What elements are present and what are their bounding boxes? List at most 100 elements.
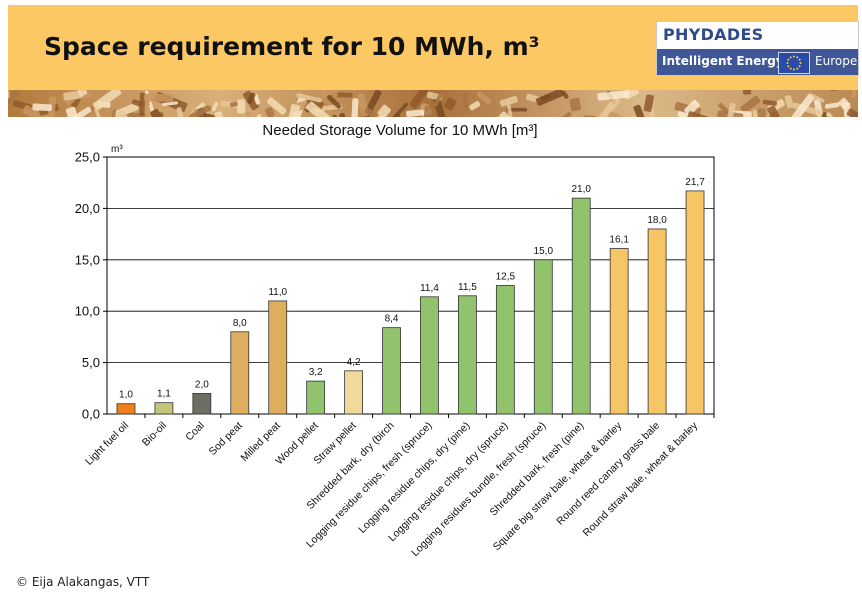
slide-title: Space requirement for 10 MWh, m³	[44, 32, 540, 61]
data-label: 16,1	[609, 234, 629, 245]
data-label: 21,0	[571, 184, 591, 195]
data-label: 18,0	[647, 215, 667, 226]
x-tick-label: Sod peat	[207, 420, 245, 458]
wood-chip	[288, 104, 301, 117]
chart-title: Needed Storage Volume for 10 MWh [m³]	[262, 122, 537, 139]
wood-chip	[150, 108, 164, 117]
data-label: 2,0	[195, 379, 209, 390]
wood-chip	[247, 92, 256, 105]
bar	[458, 295, 477, 415]
bar	[268, 300, 288, 415]
wood-chip	[469, 101, 481, 111]
wood-chip	[506, 107, 528, 112]
bar	[571, 197, 591, 415]
wood-chip	[597, 90, 630, 101]
wood-chip	[253, 93, 260, 105]
bar	[192, 393, 212, 415]
wood-chip	[351, 98, 359, 117]
data-label: 12,5	[496, 272, 516, 283]
bar	[533, 259, 553, 415]
wood-chip	[65, 106, 83, 117]
wood-chip	[144, 93, 174, 102]
wood-chip	[423, 106, 434, 117]
bar	[495, 285, 515, 415]
wood-chip	[320, 90, 338, 99]
wood-chip	[762, 99, 778, 106]
bar	[647, 228, 667, 415]
bar	[154, 402, 174, 415]
wood-chip	[687, 111, 717, 117]
wood-chip	[139, 92, 146, 116]
wood-chip	[266, 97, 287, 115]
wood-chip	[409, 90, 428, 109]
wood-chip	[790, 94, 815, 117]
data-label: 8,4	[385, 314, 399, 325]
wood-chip	[643, 94, 654, 112]
x-tick-label: Light fuel oil	[83, 420, 131, 468]
credit-text: © Eija Alakangas, VTT	[16, 575, 150, 589]
wood-chip	[740, 95, 761, 114]
wood-chip	[188, 105, 212, 117]
wood-chip	[32, 103, 53, 112]
wood-chip	[115, 110, 137, 117]
wood-chip	[677, 109, 693, 117]
phydades-logo: PHYDADES Intelligent Energy Europe	[656, 21, 859, 76]
wood-chip	[784, 95, 794, 109]
wood-chip	[767, 105, 784, 117]
wood-chip	[237, 99, 246, 114]
wood-chip	[562, 111, 572, 117]
y-tick-label: 10,0	[75, 304, 100, 319]
data-label: 8,0	[233, 318, 247, 329]
wood-chip	[62, 106, 92, 117]
data-label: 21,7	[685, 177, 705, 188]
wood-chip	[850, 90, 857, 99]
bar	[344, 370, 363, 415]
wood-chip	[8, 90, 20, 104]
x-tick-label: Coal	[183, 420, 207, 444]
wood-chip	[161, 101, 178, 106]
data-label: 11,0	[268, 287, 287, 298]
data-label: 1,0	[119, 390, 133, 401]
wood-chip	[607, 111, 635, 117]
data-label: 11,4	[420, 283, 439, 294]
x-tick-label: Bio-oil	[140, 420, 169, 449]
data-label: 4,2	[347, 357, 361, 368]
bar	[116, 403, 136, 415]
wood-chip	[296, 93, 322, 103]
wood-chip	[389, 102, 408, 117]
bar	[685, 190, 705, 415]
logo-name: PHYDADES	[663, 25, 764, 44]
wood-chip	[742, 90, 752, 95]
wood-chip	[92, 102, 104, 117]
wood-chip	[463, 91, 469, 112]
wood-chip	[77, 90, 88, 97]
data-label: 1,1	[157, 389, 171, 400]
x-tick-label: Logging residues bundle, fresh (spruce)	[409, 420, 548, 559]
wood-chip	[684, 99, 700, 116]
wood-chip	[63, 90, 83, 101]
bar	[230, 331, 250, 415]
wood-chip	[339, 112, 347, 117]
wood-chip	[633, 104, 647, 117]
y-axis-unit-label: m³	[111, 144, 123, 155]
wood-chip	[364, 107, 379, 117]
logo-top-panel: PHYDADES	[657, 22, 858, 48]
wood-chip	[444, 97, 457, 111]
wood-chip	[596, 96, 621, 117]
wood-chips-image	[8, 90, 858, 117]
wood-chip	[433, 90, 445, 107]
wood-chip	[569, 97, 581, 112]
y-tick-label: 15,0	[75, 252, 100, 267]
wood-chip	[374, 104, 391, 117]
wood-chip	[327, 94, 342, 109]
wood-chip	[229, 101, 238, 108]
wood-chip	[47, 96, 57, 117]
wood-chip	[306, 101, 330, 117]
wood-chip	[176, 107, 184, 117]
data-label: 3,2	[309, 367, 323, 378]
wood-chip	[846, 108, 858, 117]
bar	[609, 248, 629, 415]
wood-chip	[808, 93, 825, 103]
wood-chip	[757, 108, 767, 117]
wood-chip	[476, 91, 492, 105]
